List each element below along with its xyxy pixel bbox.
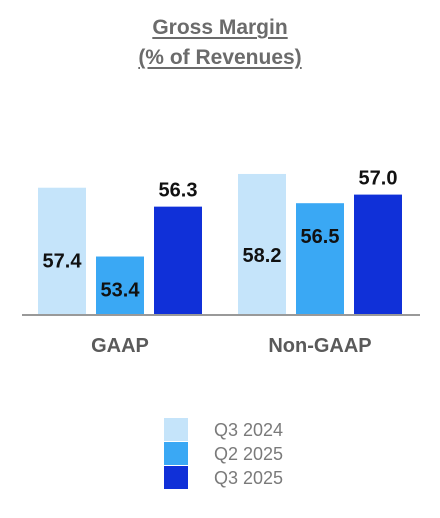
bar-gaap-q3-2024 — [38, 187, 86, 315]
bar-non-gaap-q2-2025 — [296, 203, 344, 315]
bar-gaap-q2-2025 — [96, 256, 144, 315]
bar-gaap-q3-2025 — [154, 206, 202, 315]
bar-non-gaap-q3-2025 — [354, 194, 402, 315]
chart-title: Gross Margin — [152, 16, 288, 39]
legend-swatch-q3-2024 — [164, 418, 188, 441]
category-label-gaap: GAAP — [91, 335, 149, 357]
data-label: 56.3 — [159, 180, 198, 202]
data-label: 53.4 — [101, 280, 141, 302]
legend-swatch-q2-2025 — [164, 442, 188, 465]
category-label-non-gaap: Non-GAAP — [268, 335, 371, 357]
data-label: 56.5 — [301, 226, 340, 248]
legend-swatch-q3-2025 — [164, 466, 188, 489]
legend-label: Q3 2024 — [214, 420, 283, 440]
data-label: 57.4 — [43, 251, 83, 273]
chart-subtitle: (% of Revenues) — [138, 46, 302, 69]
data-label: 57.0 — [359, 168, 398, 190]
data-label: 58.2 — [243, 245, 282, 267]
legend-label: Q2 2025 — [214, 444, 283, 464]
legend-label: Q3 2025 — [214, 468, 283, 488]
bar-non-gaap-q3-2024 — [238, 173, 286, 315]
